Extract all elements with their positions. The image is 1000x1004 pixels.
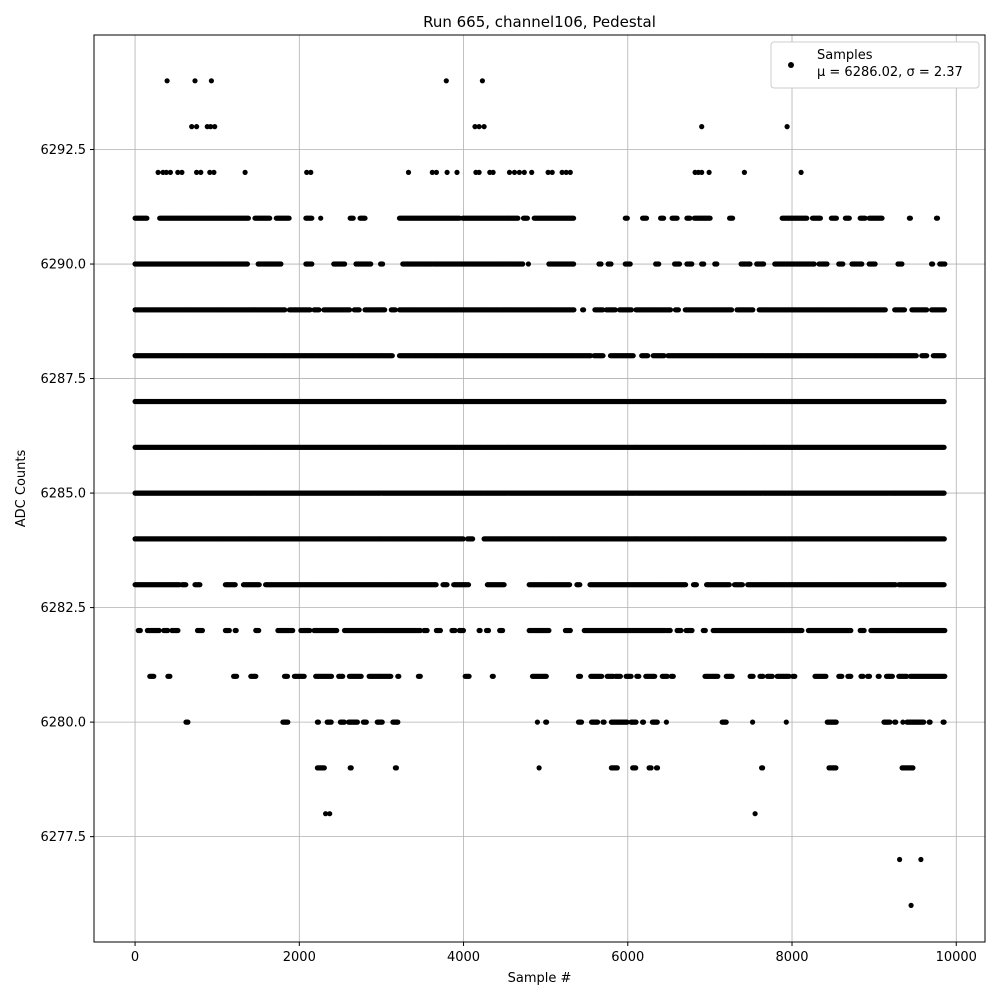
sample-point — [701, 261, 706, 266]
sample-point — [368, 261, 373, 266]
sample-point — [840, 261, 845, 266]
sample-point — [899, 261, 904, 266]
sample-point — [571, 216, 576, 221]
sample-point — [390, 353, 395, 358]
sample-point — [625, 216, 630, 221]
sample-point — [942, 307, 947, 312]
sample-point — [750, 307, 755, 312]
sample-point — [380, 261, 385, 266]
sample-point — [730, 216, 735, 221]
sample-point — [676, 307, 681, 312]
sample-point — [873, 261, 878, 266]
sample-point — [571, 307, 576, 312]
sample-point — [924, 307, 929, 312]
sample-point — [942, 353, 947, 358]
sample-point — [318, 216, 323, 221]
sample-point — [645, 353, 650, 358]
sample-point — [644, 216, 649, 221]
sample-point — [571, 261, 576, 266]
sample-point — [600, 353, 605, 358]
sample-point — [924, 353, 929, 358]
sample-point — [598, 261, 603, 266]
sample-point — [347, 307, 352, 312]
sample-point — [278, 261, 283, 266]
sample-point — [316, 307, 321, 312]
sample-point — [879, 216, 884, 221]
sample-point — [631, 353, 636, 358]
sample-point — [930, 261, 935, 266]
sample-point — [144, 216, 149, 221]
sample-point — [629, 307, 634, 312]
sample-point — [342, 261, 347, 266]
sample-point — [526, 261, 531, 266]
sample-point — [847, 216, 852, 221]
sample-point — [357, 307, 362, 312]
sample-point — [515, 216, 520, 221]
sample-point — [942, 491, 947, 496]
sample-point — [834, 216, 839, 221]
sample-point — [883, 307, 888, 312]
sample-point — [677, 261, 682, 266]
sample-point — [942, 445, 947, 450]
sample-point — [708, 216, 713, 221]
sample-point — [382, 307, 387, 312]
sample-point — [747, 261, 752, 266]
sample-point — [729, 307, 734, 312]
sample-point — [761, 261, 766, 266]
sample-point — [812, 261, 817, 266]
sample-point — [309, 261, 314, 266]
sample-point — [908, 216, 913, 221]
sample-point — [581, 307, 586, 312]
sample-point — [942, 261, 947, 266]
sample-point — [628, 261, 633, 266]
sample-point — [675, 216, 680, 221]
sample-point — [245, 261, 250, 266]
sample-point — [362, 216, 367, 221]
sample-point — [714, 261, 719, 266]
sample-point — [804, 216, 809, 221]
sample-point — [608, 261, 613, 266]
sample-point — [689, 261, 694, 266]
sample-point — [935, 216, 940, 221]
sample-point — [914, 353, 919, 358]
sample-point — [309, 216, 314, 221]
sample-point — [942, 399, 947, 404]
sample-point — [661, 216, 666, 221]
sample-point — [351, 216, 356, 221]
sample-point — [525, 216, 530, 221]
sample-point — [902, 307, 907, 312]
sample-point — [520, 261, 525, 266]
sample-point — [859, 261, 864, 266]
sample-point — [282, 307, 287, 312]
sample-point — [287, 216, 292, 221]
sample-point — [824, 261, 829, 266]
sample-point — [818, 216, 823, 221]
sample-point — [246, 216, 251, 221]
sample-point — [267, 216, 272, 221]
sample-point — [668, 307, 673, 312]
sample-point — [656, 261, 661, 266]
